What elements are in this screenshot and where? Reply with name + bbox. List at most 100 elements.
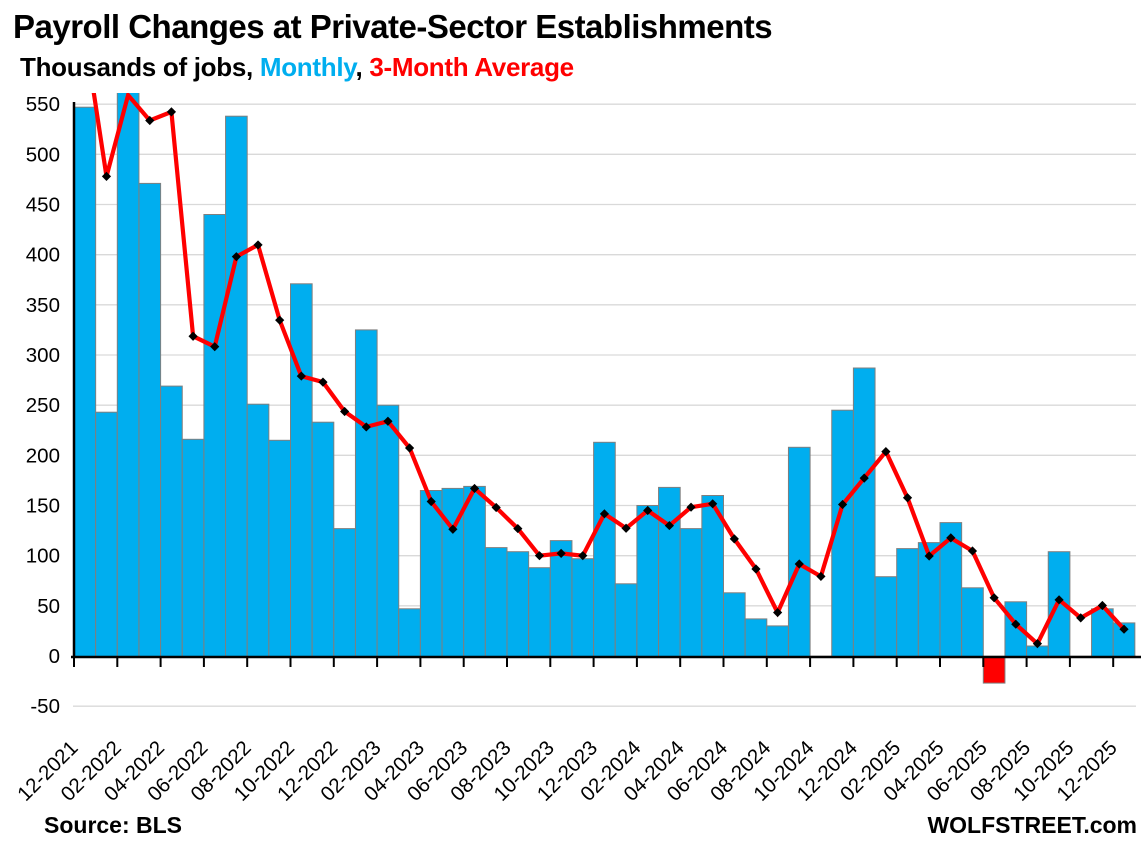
bars-group [73,93,1136,684]
avg-marker [296,371,306,381]
avg-marker [1076,613,1086,623]
chart-subtitle: Thousands of jobs, Monthly, 3-Month Aver… [20,52,574,83]
bar [528,567,551,658]
avg-marker [210,342,220,352]
avg-marker [967,546,978,556]
avg-marker [816,571,826,582]
bar [506,551,530,658]
avg-marker [729,534,739,544]
bar [160,385,183,658]
y-axis-tick-label: 300 [26,344,60,367]
bar [484,547,508,658]
y-axis-tick-label: 200 [26,444,60,467]
bar [549,540,573,658]
bar [852,367,876,658]
avg-marker [751,564,761,574]
bar [181,438,205,658]
avg-marker [643,505,653,516]
chart-title: Payroll Changes at Private-Sector Establ… [13,8,773,45]
bar [723,592,746,658]
bar [203,214,227,658]
bar [766,625,789,658]
avg-line-group [91,93,1129,649]
subtitle-avg: 3-Month Average [369,52,574,82]
bar [571,558,595,658]
y-axis-tick-label: -50 [30,695,60,718]
avg-marker [361,422,371,432]
avg-marker [1032,639,1043,649]
avg-marker [188,331,198,341]
avg-marker [578,551,588,561]
y-axis-tick-label: 100 [26,545,60,568]
avg-marker [383,416,393,426]
y-axis-tick-label: 550 [26,93,60,116]
y-axis-tick-label: 0 [49,645,60,668]
bar [398,608,421,658]
avg-marker [924,551,934,561]
avg-marker [534,551,545,561]
bar [593,441,616,658]
subtitle-separator: , [355,52,370,82]
bar [463,485,486,658]
bar [744,618,768,658]
avg-marker [469,483,480,494]
avg-marker [599,509,610,519]
avg-marker [881,447,891,457]
bar [290,283,313,658]
avg-marker [946,533,956,543]
bar [268,439,292,658]
source-label: Source: BLS [44,812,183,838]
bar [636,505,660,658]
avg-marker [426,496,436,507]
avg-marker [340,406,350,417]
bar [614,583,638,658]
bar [982,656,1006,684]
bar [376,404,400,658]
y-axis-tick-label: 400 [26,244,60,267]
avg-marker [231,252,241,262]
avg-marker [1011,619,1021,629]
site-watermark: WOLFSTREET.com [927,812,1137,838]
avg-marker [404,443,415,453]
avg-marker [253,240,263,250]
y-axis-tick-label: 350 [26,294,60,317]
bar [679,528,703,658]
avg-marker [513,523,523,534]
avg-marker [1097,600,1107,611]
bar [311,421,335,658]
avg-marker [859,473,869,483]
avg-marker [101,171,112,182]
avg-marker [275,315,285,325]
avg-marker [708,499,718,509]
subtitle-prefix: Thousands of jobs, [20,52,260,82]
avg-marker [794,559,804,569]
bar [333,528,356,658]
bar [73,106,97,658]
y-axis-tick-label: 450 [26,194,60,217]
avg-marker [837,499,848,510]
avg-marker [1054,595,1064,605]
bar [246,403,270,658]
bar [138,182,162,658]
bar [419,490,443,658]
bar [225,115,248,658]
avg-marker [686,502,696,512]
bar [961,587,984,658]
avg-marker [989,593,999,603]
y-axis-tick-label: 250 [26,394,60,417]
avg-marker [1119,624,1129,634]
y-axis-tick-label: 500 [26,143,60,166]
bar [787,446,811,658]
avg-marker [318,377,328,387]
avg-marker [166,107,177,117]
avg-marker [902,493,913,503]
bar [658,486,681,658]
bar [95,411,118,658]
avg-marker [448,524,458,534]
y-axis-tick-label: 50 [37,595,60,618]
y-axis-tick-label: 150 [26,495,60,518]
avg-marker [491,502,501,513]
avg-marker [145,115,155,126]
avg-marker [621,523,631,533]
